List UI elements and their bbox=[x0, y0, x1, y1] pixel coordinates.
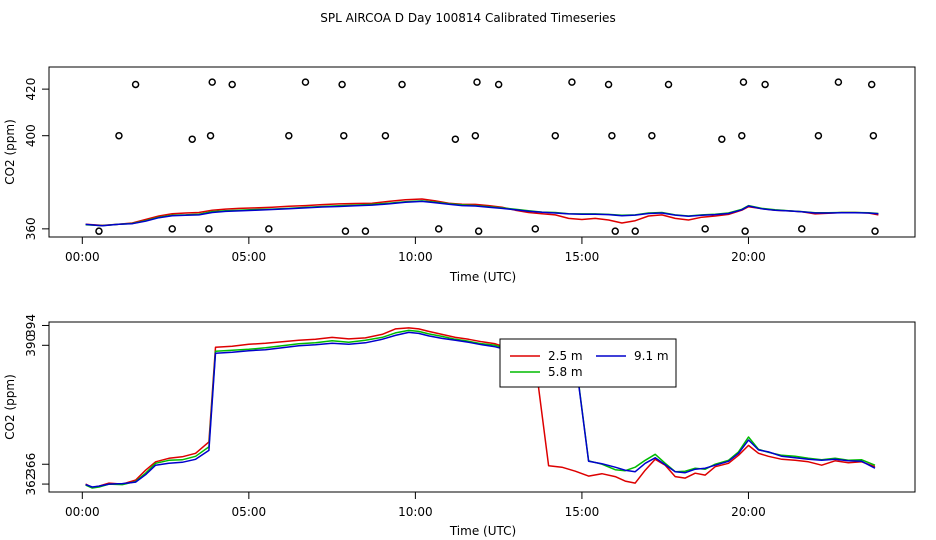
x-tick-label: 00:00 bbox=[65, 505, 100, 519]
sample-point bbox=[814, 131, 823, 140]
legend-label-9-1m: 9.1 m bbox=[634, 349, 669, 363]
panel-top: 00:00 05:00 10:00 15:00 20:00 360 400 420 Time… bbox=[3, 66, 916, 284]
plot-frame-top bbox=[48, 66, 916, 238]
x-tick-label: 05:00 bbox=[232, 505, 267, 519]
sample-point bbox=[398, 80, 406, 89]
sample-point bbox=[867, 80, 876, 89]
series-group-bottom bbox=[85, 327, 876, 489]
sample-point bbox=[631, 227, 639, 235]
y-tick-label: 360 bbox=[24, 217, 38, 240]
sample-point bbox=[718, 135, 726, 143]
legend-label-2-5m: 2.5 m bbox=[548, 349, 583, 363]
series-line-9-1-m bbox=[85, 200, 879, 227]
x-tick-label: 20:00 bbox=[731, 505, 766, 519]
y-axis-label-bottom: CO2 (ppm) bbox=[3, 374, 17, 440]
sample-point bbox=[664, 80, 673, 89]
sample-point bbox=[701, 225, 709, 233]
sample-point bbox=[531, 225, 540, 233]
sample-point bbox=[341, 227, 350, 235]
y-tick-label: 400 bbox=[24, 124, 38, 147]
y-axis-top: 360 400 420 bbox=[24, 78, 49, 240]
sample-point bbox=[739, 78, 748, 86]
sample-point bbox=[95, 227, 103, 235]
x-tick-label: 00:00 bbox=[65, 250, 100, 264]
series-line-2-5-m bbox=[85, 327, 876, 489]
sample-point bbox=[168, 225, 176, 233]
sample-point bbox=[131, 80, 140, 89]
sample-point bbox=[568, 78, 576, 86]
sample-point bbox=[340, 131, 348, 140]
legend: 2.5 m 9.1 m 5.8 m bbox=[499, 338, 677, 388]
y-tick-label: 362 bbox=[24, 473, 38, 496]
series-line-2-5-m bbox=[85, 198, 879, 227]
x-axis-label-bottom: Time (UTC) bbox=[449, 524, 516, 538]
sample-point bbox=[205, 225, 213, 233]
sample-point bbox=[834, 78, 843, 86]
sample-point bbox=[608, 131, 616, 140]
sample-point bbox=[473, 78, 481, 86]
y-tick-label: 420 bbox=[24, 78, 38, 101]
sample-point bbox=[208, 78, 216, 86]
x-tick-label: 05:00 bbox=[232, 250, 267, 264]
sample-point bbox=[869, 131, 878, 140]
x-axis-bottom: 00:00 05:00 10:00 15:00 20:00 bbox=[65, 492, 766, 519]
x-tick-label: 10:00 bbox=[398, 505, 433, 519]
sample-point bbox=[206, 131, 215, 140]
sample-point bbox=[115, 131, 123, 140]
sample-point bbox=[188, 135, 196, 143]
legend-box bbox=[499, 338, 677, 388]
sample-point bbox=[285, 131, 293, 140]
y-axis-label-top: CO2 (ppm) bbox=[3, 119, 17, 185]
sample-point bbox=[338, 80, 346, 89]
sample-point bbox=[471, 131, 480, 140]
x-tick-label: 10:00 bbox=[398, 250, 433, 264]
x-tick-label: 15:00 bbox=[565, 505, 600, 519]
sample-point bbox=[361, 227, 370, 235]
sample-point bbox=[474, 227, 483, 235]
sample-point bbox=[451, 135, 460, 143]
sample-point bbox=[741, 227, 749, 235]
sample-point bbox=[761, 80, 769, 89]
x-axis-top: 00:00 05:00 10:00 15:00 20:00 bbox=[65, 237, 766, 264]
chart-title: SPL AIRCOA D Day 100814 Calibrated Times… bbox=[320, 11, 615, 25]
x-tick-label: 15:00 bbox=[565, 250, 600, 264]
series-group-top bbox=[85, 78, 879, 235]
sample-point bbox=[265, 225, 273, 233]
sample-point bbox=[871, 227, 879, 235]
sample-point bbox=[301, 78, 310, 86]
y-tick-label: 390 bbox=[24, 334, 38, 357]
sample-point bbox=[604, 80, 613, 89]
sample-point bbox=[434, 225, 443, 233]
series-line-5-8-m bbox=[85, 329, 876, 489]
sample-point bbox=[648, 131, 656, 140]
sample-point bbox=[738, 131, 746, 140]
sample-point bbox=[611, 227, 619, 235]
legend-label-5-8m: 5.8 m bbox=[548, 365, 583, 379]
sample-point bbox=[228, 80, 236, 89]
sample-point bbox=[798, 225, 806, 233]
x-tick-label: 20:00 bbox=[731, 250, 766, 264]
y-tick-label: 366 bbox=[24, 453, 38, 476]
sample-point bbox=[551, 131, 560, 140]
x-axis-label-top: Time (UTC) bbox=[449, 270, 516, 284]
sample-point bbox=[381, 131, 390, 140]
sample-point bbox=[494, 80, 503, 89]
plot-frame-bottom bbox=[48, 321, 916, 493]
series-line-9-1-m bbox=[85, 331, 876, 488]
y-tick-label: 394 bbox=[24, 314, 38, 337]
